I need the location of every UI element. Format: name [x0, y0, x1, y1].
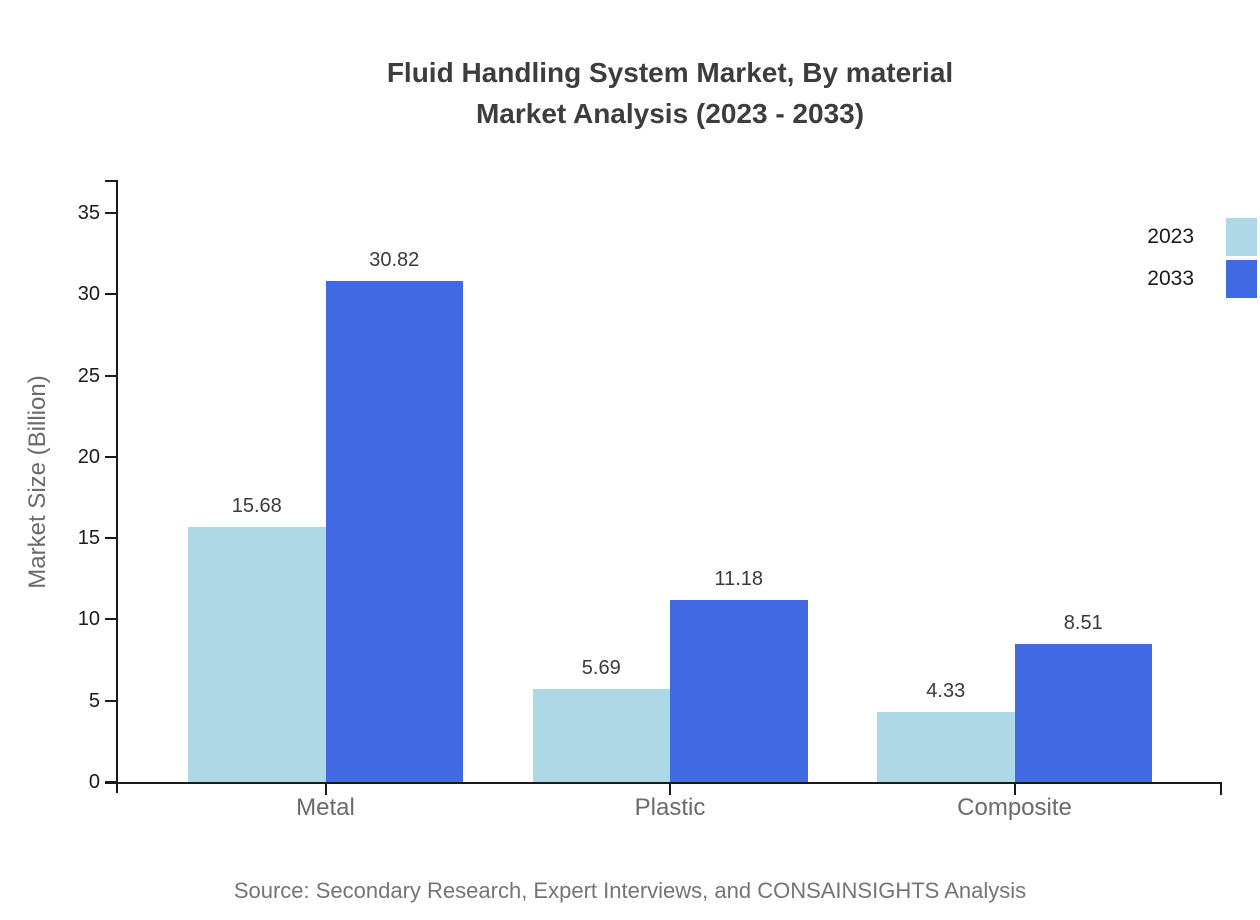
source-note: Source: Secondary Research, Expert Inter… — [233, 878, 1027, 903]
y-tick-label: 25 — [77, 364, 100, 387]
y-tick — [105, 374, 118, 377]
chart-title: Fluid Handling System Market, By materia… — [118, 52, 1222, 134]
legend-item-2023: 2023 — [1147, 218, 1257, 256]
bar-2023-composite — [877, 711, 1015, 782]
x-axis-right-cap — [1220, 782, 1222, 795]
y-axis-line — [116, 180, 118, 793]
y-tick-label: 35 — [77, 202, 100, 224]
bar-value-label: 15.68 — [231, 495, 282, 518]
y-axis-title: Market Size (Billion) — [24, 375, 51, 589]
y-tick — [105, 618, 118, 621]
legend: 2023 2033 — [1147, 218, 1257, 298]
y-tick — [105, 212, 118, 214]
legend-swatch — [1226, 260, 1257, 298]
y-tick-label: 15 — [77, 527, 100, 550]
x-category-label: Metal — [296, 794, 355, 821]
y-tick-label: 10 — [77, 608, 100, 631]
bar-2033-plastic — [670, 600, 808, 782]
legend-label: 2033 — [1147, 267, 1194, 290]
y-tick — [105, 781, 118, 783]
y-tick — [105, 537, 118, 540]
bar-value-label: 8.51 — [1063, 611, 1103, 634]
chart-title-line1: Fluid Handling System Market, By materia… — [386, 57, 954, 88]
legend-item-2033: 2033 — [1147, 260, 1257, 298]
y-tick — [105, 455, 118, 458]
bar-value-label: 30.82 — [369, 248, 420, 271]
bar-2023-metal — [188, 527, 326, 782]
legend-swatch — [1226, 218, 1257, 256]
x-category-label: Composite — [957, 794, 1072, 821]
bar-value-label: 11.18 — [714, 568, 764, 591]
y-axis-top-cap — [105, 180, 118, 182]
chart-title-line2: Market Analysis (2023 - 2033) — [475, 98, 865, 129]
bar-2023-plastic — [532, 689, 670, 782]
x-tick — [1013, 782, 1016, 795]
y-tick-label: 0 — [88, 771, 100, 793]
bar-2033-composite — [1014, 643, 1152, 782]
x-tick — [324, 782, 327, 795]
x-axis-line — [105, 782, 1222, 784]
y-tick — [105, 293, 118, 296]
y-tick-label: 30 — [77, 283, 100, 306]
bar-value-label: 4.33 — [926, 679, 966, 702]
x-tick — [669, 782, 671, 795]
x-category-label: Plastic — [634, 794, 706, 821]
bar-value-label: 5.69 — [581, 657, 621, 680]
legend-label: 2023 — [1147, 225, 1194, 248]
bar-2033-metal — [325, 280, 463, 782]
y-tick — [105, 699, 118, 702]
y-tick-label: 5 — [88, 689, 100, 712]
y-tick-label: 20 — [77, 445, 100, 468]
